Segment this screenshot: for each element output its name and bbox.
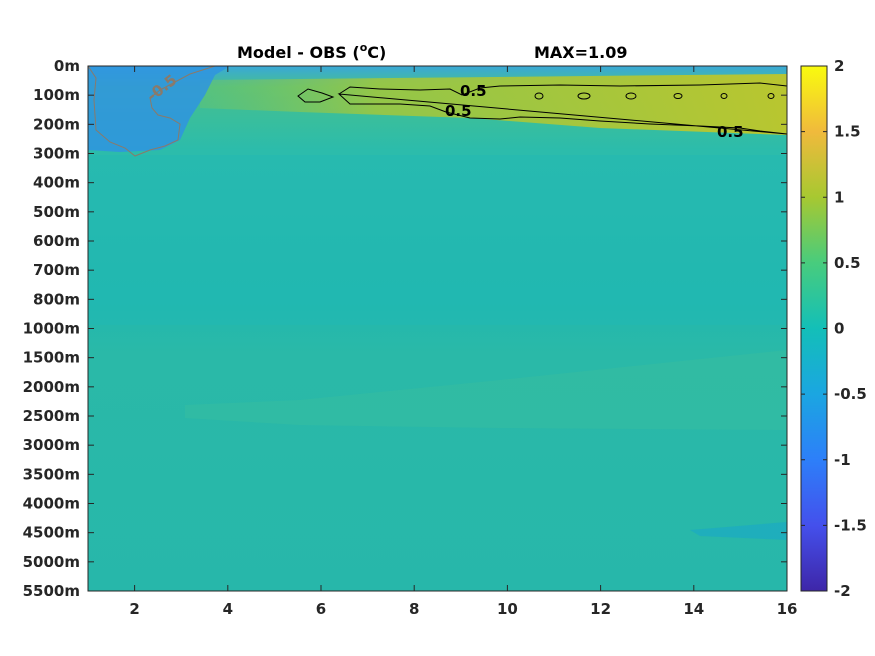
- contour-positive-west: [297, 88, 335, 103]
- y-tick-label: 2000m: [23, 378, 80, 396]
- y-tick-label: 3500m: [23, 465, 80, 483]
- colorbar-tick-label: 1.5: [834, 123, 861, 141]
- y-tick-label: 600m: [33, 232, 80, 250]
- y-tick-label: 3000m: [23, 436, 80, 454]
- y-tick-label: 100m: [33, 86, 80, 104]
- y-tick-label: 1500m: [23, 349, 80, 367]
- y-tick-label: 5000m: [23, 553, 80, 571]
- x-tick-label: 4: [223, 600, 233, 618]
- contour-positive-blob-2: [577, 92, 591, 100]
- heatmap-deep-layer: [185, 350, 787, 430]
- contour-label: 0.5: [717, 123, 744, 141]
- colorbar-tick-label: -0.5: [834, 385, 867, 403]
- contour-positive-blob-3: [625, 92, 637, 100]
- x-tick-label: 6: [316, 600, 326, 618]
- x-axis: 2 4 6 8 10 12 14 16: [129, 66, 797, 618]
- y-tick-label: 800m: [33, 290, 80, 308]
- colorbar-tick-label: -2: [834, 582, 851, 600]
- x-tick-label: 12: [590, 600, 611, 618]
- contour-label: 0.5: [445, 102, 472, 120]
- colorbar-tick-label: 0: [834, 320, 844, 338]
- y-tick-label: 400m: [33, 174, 80, 192]
- chart-max-label: MAX=1.09: [534, 43, 628, 62]
- contour-positive-main: [337, 82, 788, 135]
- y-tick-label: 5500m: [23, 582, 80, 600]
- colorbar-tick-label: 1: [834, 188, 844, 206]
- colorbar-tick-label: 0.5: [834, 254, 861, 272]
- y-tick-label: 500m: [33, 203, 80, 221]
- contour-negative: [87, 65, 216, 157]
- y-axis: 0m 100m 200m 300m 400m 500m 600m 700m 800m 1000m 1…: [23, 57, 787, 600]
- x-tick-label: 10: [497, 600, 518, 618]
- heatmap-field: [88, 66, 787, 591]
- y-tick-label: 300m: [33, 145, 80, 163]
- y-tick-label: 4000m: [23, 495, 80, 513]
- x-tick-label: 8: [409, 600, 419, 618]
- contour-positive-blob-6: [767, 93, 775, 99]
- y-tick-label: 1000m: [23, 320, 80, 338]
- contour-lines: [87, 65, 788, 157]
- contour-positive-blob-5: [720, 93, 728, 99]
- y-tick-label: 200m: [33, 115, 80, 133]
- chart-title-prefix: Model - OBS (: [237, 43, 360, 62]
- chart-title-unit: C): [367, 43, 386, 62]
- x-tick-label: 2: [129, 600, 139, 618]
- contour-positive-blob-1: [534, 92, 544, 100]
- colorbar-tick-label: -1: [834, 451, 851, 469]
- heatmap-mid-layer: [88, 155, 787, 325]
- x-tick-label: 14: [683, 600, 704, 618]
- colorbar-tick-label: 2: [834, 57, 844, 75]
- contour-label: 0.5: [460, 82, 487, 100]
- colorbar-gradient: [800, 65, 828, 592]
- colorbar-ticks: 2 1.5 1 0.5 0 -0.5 -1 -1.5 -2: [801, 57, 867, 600]
- y-tick-label: 700m: [33, 261, 80, 279]
- colorbar-tick-label: -1.5: [834, 516, 867, 534]
- y-tick-label: 4500m: [23, 524, 80, 542]
- contour-positive-blob-4: [673, 93, 683, 99]
- heatmap-cold-corner: [88, 66, 230, 152]
- x-tick-label: 16: [777, 600, 798, 618]
- chart-title-degree: o: [360, 41, 368, 54]
- colorbar: 2 1.5 1 0.5 0 -0.5 -1 -1.5 -2: [800, 57, 867, 600]
- y-tick-label: 2500m: [23, 407, 80, 425]
- heatmap-base: [88, 66, 787, 591]
- heatmap-bottom-cold: [690, 522, 787, 540]
- chart-title: Model - OBS (oC): [237, 41, 386, 62]
- y-tick-label: 0m: [54, 57, 80, 75]
